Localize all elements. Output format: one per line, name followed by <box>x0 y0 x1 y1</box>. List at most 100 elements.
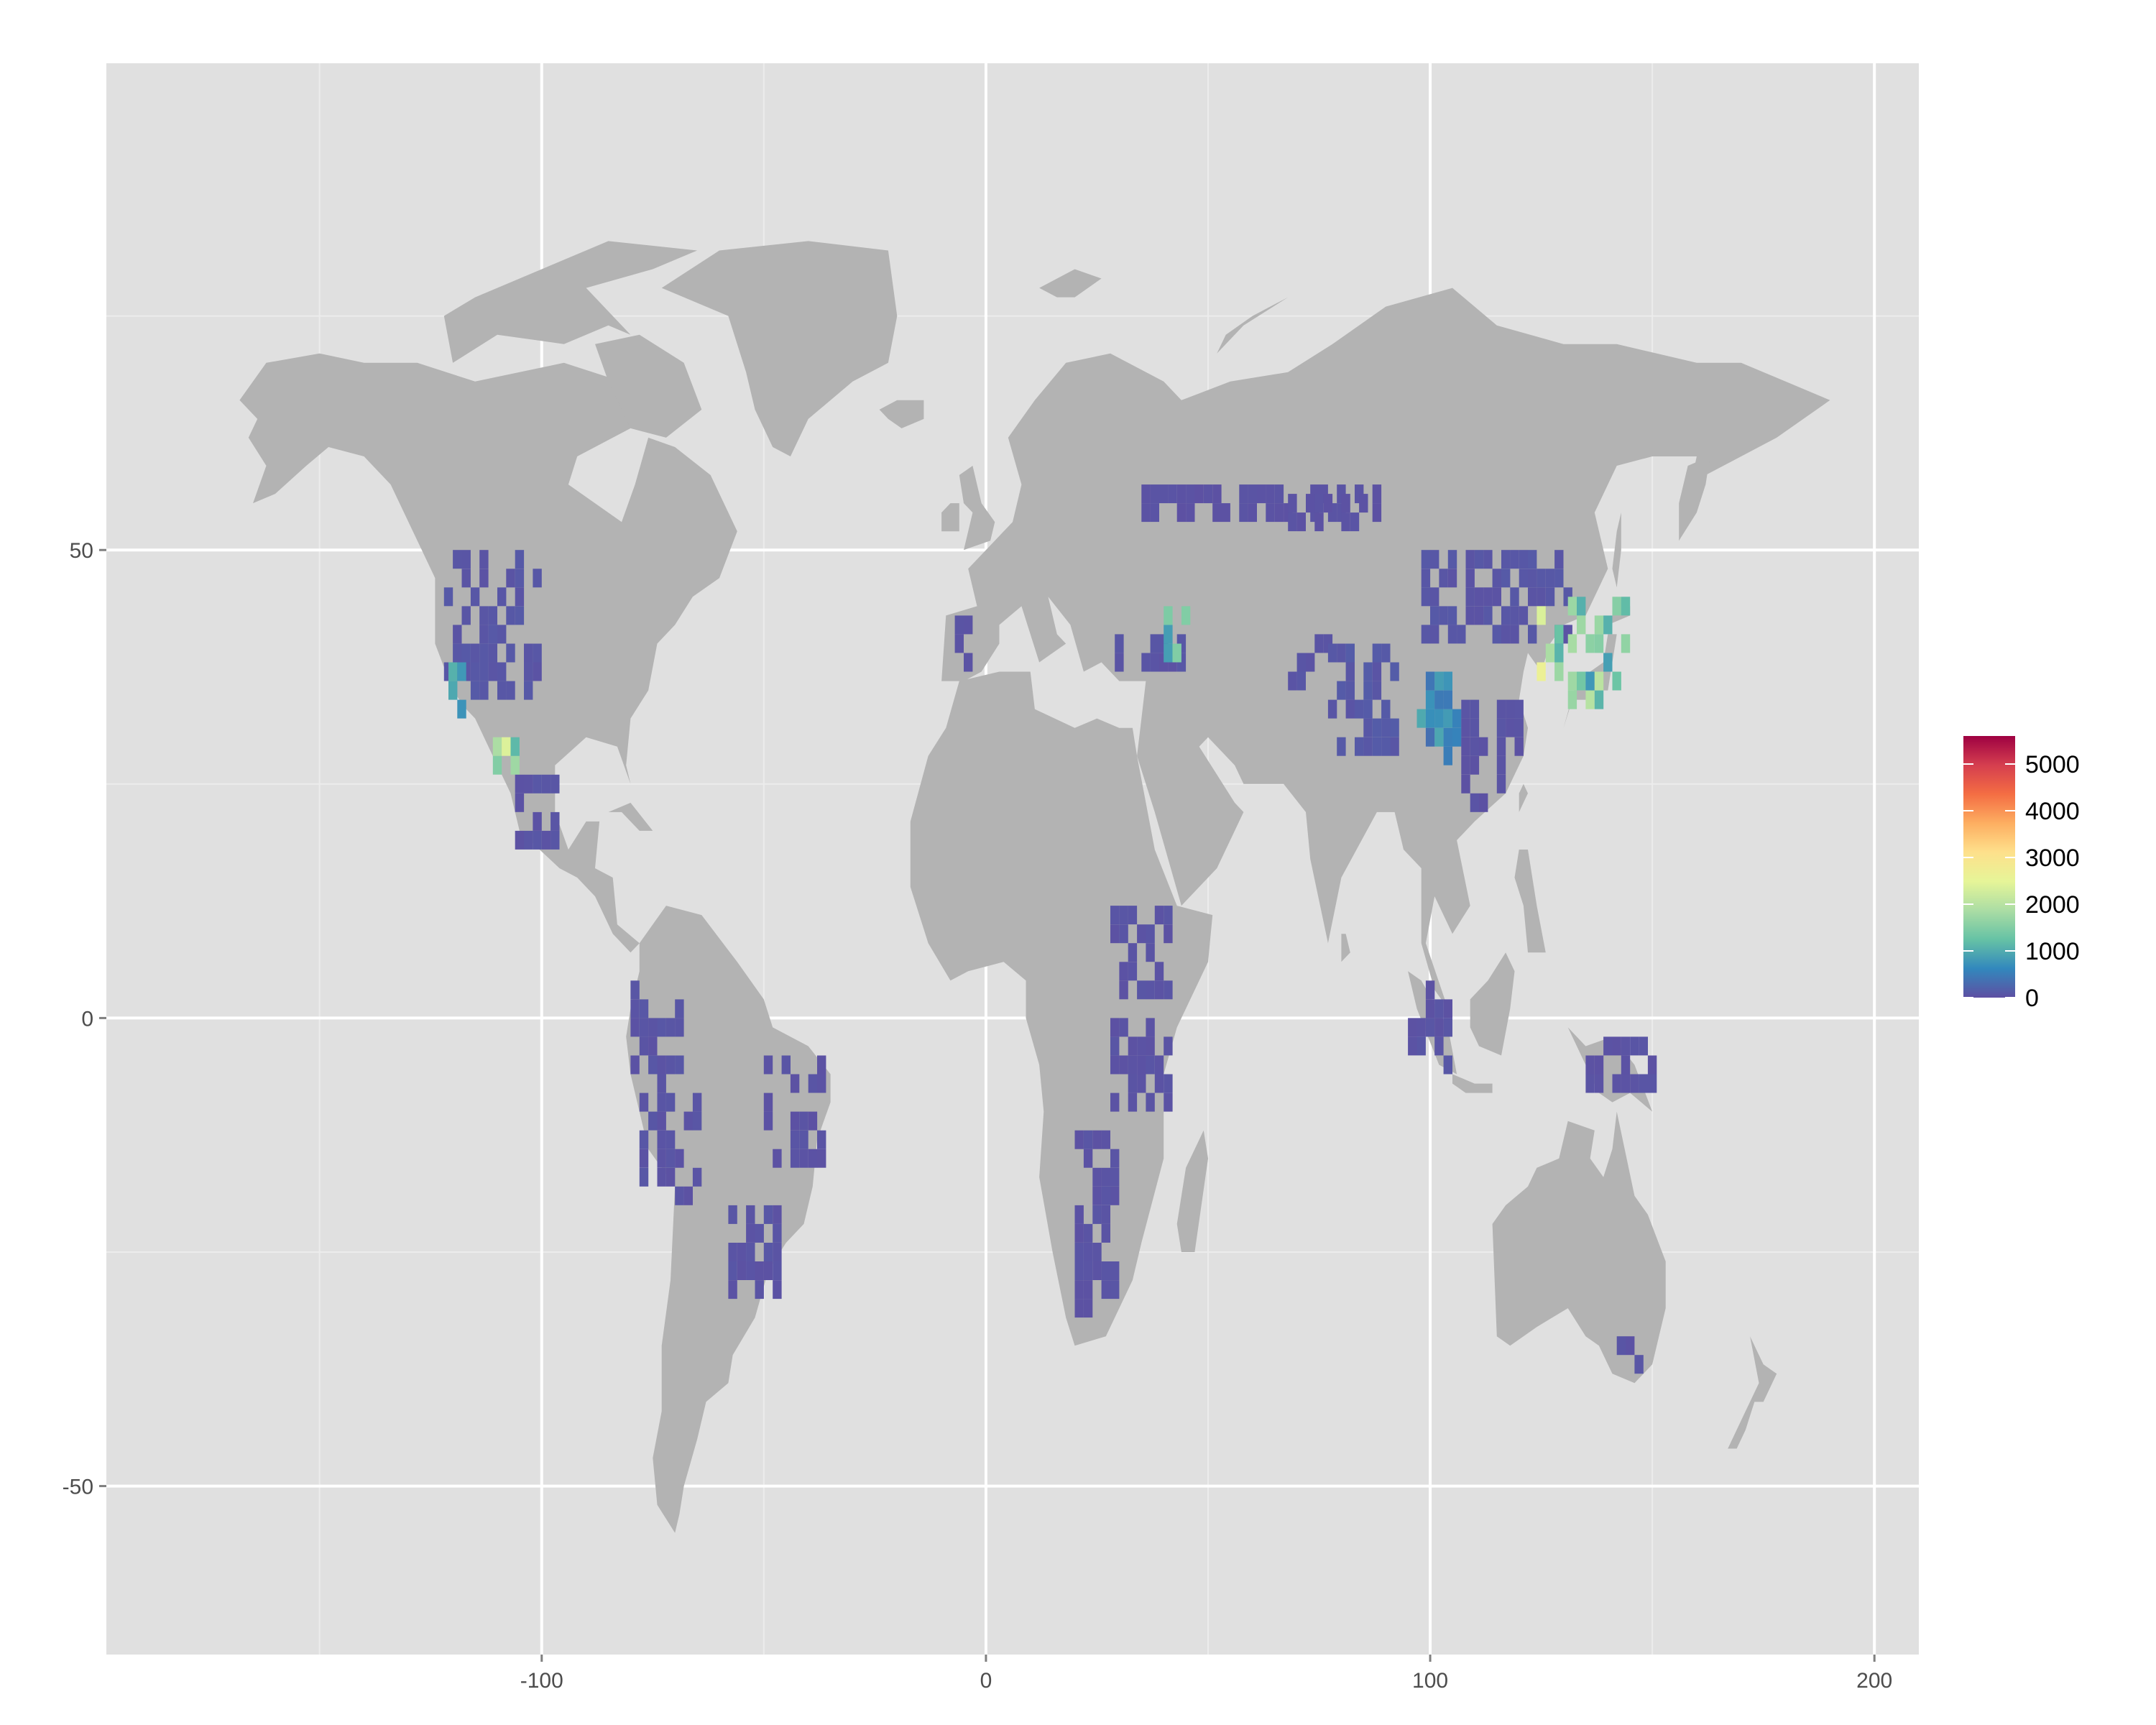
data-cell-california-coast <box>448 681 458 700</box>
baffin-landmass <box>595 334 702 438</box>
cuba-landmass <box>608 802 653 831</box>
data-cell-tarim-ring <box>1372 643 1382 663</box>
data-cell-kazakhstan <box>1314 494 1324 513</box>
data-cell-japan <box>1612 671 1621 691</box>
data-cell-sumatra <box>1434 1018 1444 1037</box>
data-cell-southern-africa <box>1101 1280 1110 1300</box>
data-cell-brazil-east <box>781 1055 791 1075</box>
data-cell-kazakhstan <box>1288 494 1297 513</box>
y-tick-label: 50 <box>70 539 93 563</box>
data-cell-brazil-east <box>817 1130 826 1149</box>
data-cell-tarim-ring <box>1381 737 1391 756</box>
iceland-landmass <box>879 400 924 428</box>
data-cell-russia-south <box>1221 503 1230 523</box>
data-cell-brazil-east <box>808 1111 818 1131</box>
data-cell-southern-africa <box>1074 1280 1084 1300</box>
data-cell-russia-south <box>1248 484 1257 504</box>
data-cell-western-usa <box>515 550 525 569</box>
data-cell-north-china <box>1483 606 1493 625</box>
svalbard-landmass <box>1039 269 1102 298</box>
data-cell-western-usa <box>524 662 533 681</box>
data-cell-brazil-south <box>773 1243 782 1261</box>
data-cell-russia-south <box>1257 484 1266 504</box>
data-cell-russia-south <box>1176 503 1187 523</box>
data-cell-andes-peru <box>683 1111 693 1131</box>
data-cell-central-asia <box>1314 634 1324 653</box>
data-cell-southern-africa <box>1101 1167 1110 1187</box>
data-cell-western-usa <box>515 587 525 607</box>
data-cell-east-africa <box>1128 1036 1138 1056</box>
data-cell-east-africa <box>1128 1092 1138 1112</box>
data-cell-andes-peru <box>657 1149 666 1168</box>
data-cell-brazil-east <box>790 1149 800 1168</box>
data-cell-north-china <box>1537 587 1546 607</box>
data-cell-north-china <box>1457 625 1466 644</box>
data-cell-brazil-south <box>773 1205 782 1224</box>
data-cell-new-guinea <box>1630 1036 1639 1056</box>
data-cell-north-china <box>1421 550 1431 569</box>
data-cell-tarim-ring <box>1372 662 1382 681</box>
data-cell-brazil-south <box>755 1261 764 1280</box>
data-cell-north-china <box>1510 606 1519 625</box>
data-cell-andes-north <box>630 1055 640 1075</box>
data-cell-central-asia <box>1296 671 1306 691</box>
data-cell-andes-peru <box>665 1092 676 1112</box>
data-cell-southern-africa <box>1083 1261 1093 1280</box>
data-cell-japan <box>1612 597 1621 616</box>
data-cell-new-guinea <box>1612 1036 1621 1056</box>
britain-landmass <box>959 466 995 551</box>
data-cell-new-guinea <box>1594 1074 1604 1093</box>
data-cell-tarim-ring <box>1381 718 1391 737</box>
legend-tick-label: 2000 <box>2025 891 2080 919</box>
data-cell-north-china <box>1528 625 1537 644</box>
data-cell-southern-africa <box>1110 1167 1120 1187</box>
data-cell-turkey <box>1141 653 1151 672</box>
x-tick-label: -100 <box>520 1669 563 1693</box>
data-cell-brazil-east <box>808 1074 818 1093</box>
data-cell-east-africa <box>1119 906 1128 925</box>
data-cell-tarim-ring <box>1327 643 1337 663</box>
data-cell-north-china <box>1545 569 1555 588</box>
axes: -100 0 100 200 -50 0 50 <box>63 539 1893 1693</box>
data-cell-andes-peru <box>639 1092 649 1112</box>
data-cell-sichuan <box>1425 709 1435 728</box>
data-cell-north-china <box>1537 569 1546 588</box>
data-cell-western-usa <box>497 662 507 681</box>
data-cell-north-china <box>1501 606 1511 625</box>
data-cell-brazil-south <box>728 1243 737 1261</box>
data-cell-andes-peru <box>692 1167 702 1187</box>
data-cell-andes-north <box>657 1055 666 1075</box>
data-cell-east-africa <box>1110 1092 1120 1112</box>
data-cell-andes-peru <box>665 1167 676 1187</box>
data-cell-sichuan <box>1452 727 1462 747</box>
data-cell-japan <box>1577 597 1586 616</box>
data-cell-southern-africa <box>1092 1130 1102 1149</box>
data-cell-russia-south <box>1194 484 1204 504</box>
data-cell-east-africa <box>1164 1036 1173 1056</box>
data-cell-western-usa <box>479 606 489 625</box>
data-cell-sichuan <box>1443 690 1452 709</box>
data-cell-central-asia <box>1288 671 1297 691</box>
data-cell-east-africa <box>1146 1018 1155 1037</box>
data-cell-brazil-south <box>755 1280 764 1300</box>
data-cell-east-africa <box>1164 1092 1173 1112</box>
data-cell-japan <box>1621 634 1631 653</box>
data-cell-iberia <box>954 634 964 653</box>
data-cell-north-china <box>1501 569 1511 588</box>
data-cell-andes-peru <box>648 1111 658 1131</box>
x-tick-label: 100 <box>1412 1669 1448 1693</box>
data-cell-tarim-ring <box>1372 737 1382 756</box>
data-cell-new-guinea <box>1603 1036 1613 1056</box>
data-cell-new-guinea <box>1639 1036 1648 1056</box>
data-cell-tarim-ring <box>1381 643 1391 663</box>
data-cell-east-africa <box>1110 1018 1120 1037</box>
data-cell-brazil-south <box>737 1261 747 1280</box>
data-cell-southern-africa <box>1092 1205 1102 1224</box>
data-cell-western-usa <box>506 681 515 700</box>
data-cell-china-east <box>1461 718 1470 737</box>
data-cell-japan <box>1621 597 1631 616</box>
data-cell-new-guinea <box>1647 1074 1657 1093</box>
data-cell-sichuan <box>1443 709 1452 728</box>
data-cell-turkey <box>1150 653 1159 672</box>
